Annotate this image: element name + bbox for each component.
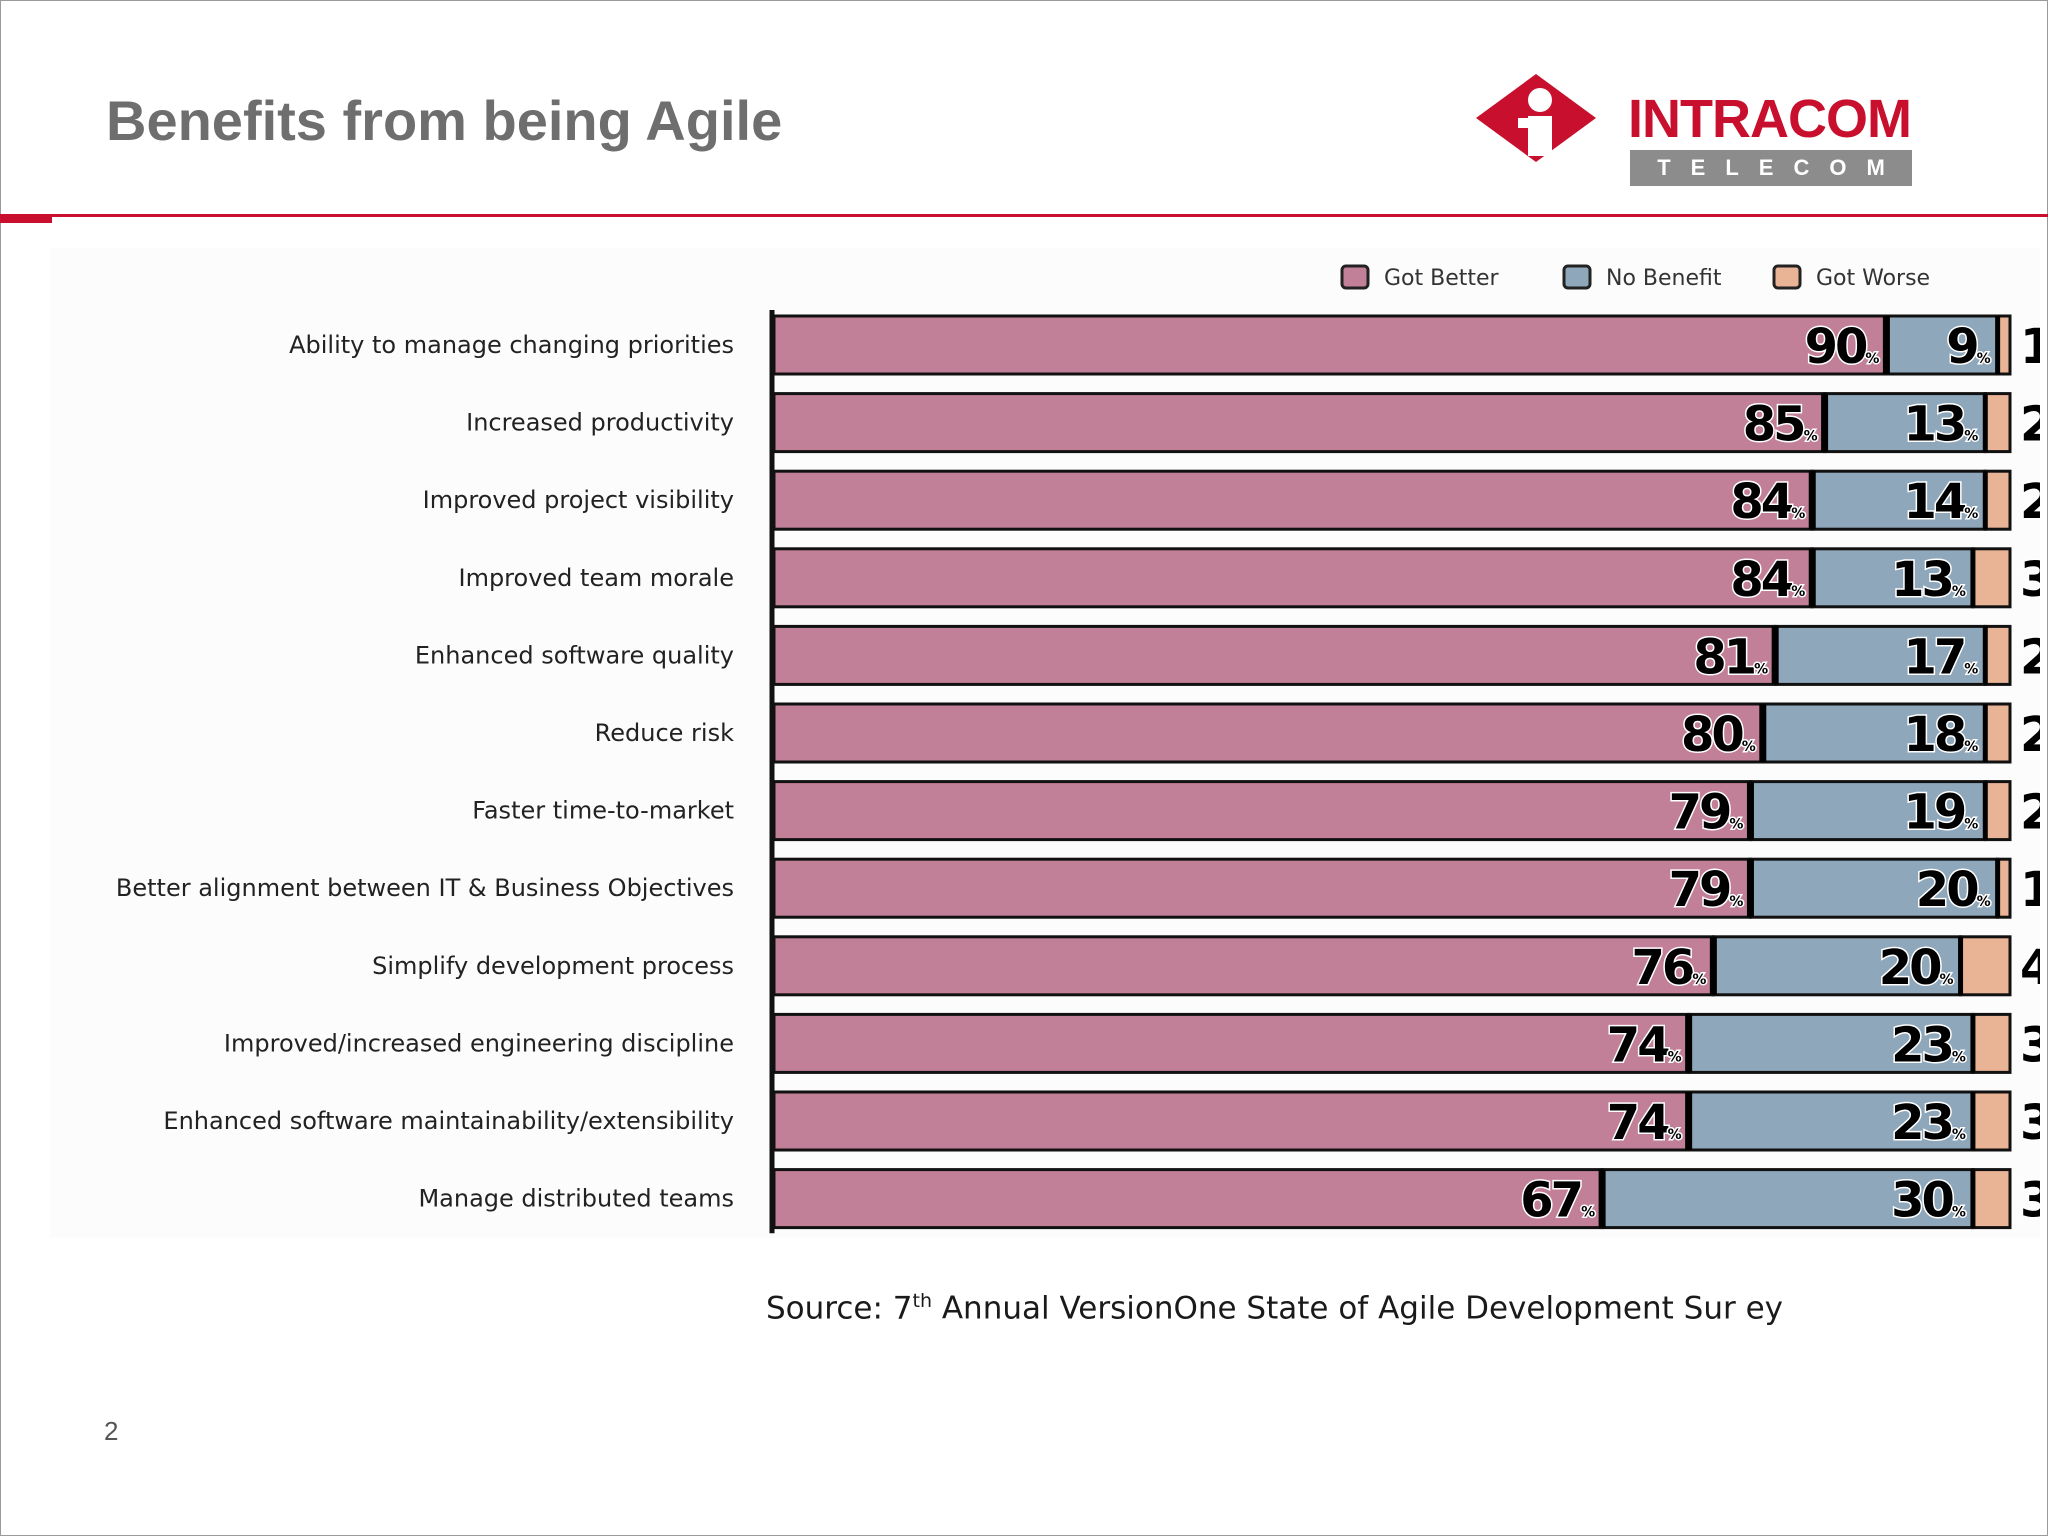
- legend-swatch-0: [1340, 264, 1370, 290]
- value-label-no-benefit: 23%: [1891, 1017, 1966, 1073]
- bar-got-better: [772, 1090, 1691, 1152]
- value-label-no-benefit: 13%: [1903, 397, 1978, 453]
- legend-label-0: Got Better: [1384, 266, 1500, 291]
- value-label-got-better: 80%: [1681, 707, 1756, 763]
- category-label: Simplify development process: [372, 952, 734, 980]
- value-label-no-benefit: 23%: [1891, 1095, 1966, 1151]
- header-divider: [0, 214, 2048, 217]
- legend-label-2: Got Worse: [1816, 266, 1930, 291]
- value-label-got-better: 74%: [1607, 1095, 1682, 1151]
- bar-got-better: [772, 624, 1777, 686]
- source-superscript: th: [912, 1290, 933, 1312]
- header-divider-accent: [0, 217, 52, 223]
- category-label: Reduce risk: [595, 719, 734, 747]
- bar-got-better: [772, 1012, 1691, 1074]
- value-label-no-benefit: 20%: [1879, 940, 1954, 996]
- bar-got-better: [772, 469, 1814, 531]
- source-note: Source: 7th Annual VersionOne State of A…: [766, 1290, 1783, 1326]
- value-label-no-benefit: 19%: [1903, 785, 1978, 841]
- company-logo: INTRACOM TELECOM: [1470, 70, 1950, 190]
- bar-got-worse: [1983, 702, 2012, 764]
- bar-got-worse: [1971, 547, 2012, 609]
- value-label-got-worse: 1%: [2020, 319, 2040, 375]
- source-rest: Annual VersionOne State of Agile Develop…: [932, 1290, 1784, 1327]
- bar-got-worse: [1971, 1090, 2012, 1152]
- bar-got-better: [772, 392, 1827, 454]
- bar-got-better: [772, 314, 1888, 376]
- value-label-got-worse: 3%: [2020, 1017, 2040, 1073]
- bar-got-better: [772, 935, 1715, 997]
- category-label: Enhanced software maintainability/extens…: [163, 1107, 734, 1135]
- chart-area: Got Better No Benefit Got Worse Ability to …: [50, 248, 2040, 1238]
- category-label: Improved/increased engineering disciplin…: [224, 1029, 734, 1057]
- intracom-logo-icon: [1476, 74, 1596, 162]
- value-label-got-worse: 2%: [2020, 629, 2040, 685]
- bar-no-benefit: [1711, 935, 1963, 997]
- value-label-got-worse: 2%: [2020, 397, 2040, 453]
- category-label: Faster time-to-market: [472, 797, 734, 825]
- logo-subtitle: TELECOM: [1630, 150, 1912, 186]
- value-label-no-benefit: 9%: [1946, 319, 1990, 375]
- logo-wordmark: INTRACOM: [1628, 89, 1912, 149]
- page-number: 2: [104, 1416, 119, 1446]
- stacked-bar-chart: Got Better No Benefit Got Worse Ability to …: [116, 264, 2040, 1234]
- value-label-got-worse: 3%: [2020, 1173, 2040, 1229]
- bar-got-better: [772, 547, 1814, 609]
- category-label: Enhanced software quality: [415, 641, 734, 669]
- bar-got-worse: [1959, 935, 2012, 997]
- category-label: Improved project visibility: [423, 486, 734, 514]
- legend-label-1: No Benefit: [1606, 266, 1722, 291]
- value-label-got-worse: 2%: [2020, 785, 2040, 841]
- bar-no-benefit: [1600, 1168, 1975, 1230]
- bar-no-benefit: [1687, 1012, 1975, 1074]
- value-label-got-worse: 2%: [2020, 707, 2040, 763]
- value-label-got-worse: 4%: [2020, 940, 2040, 996]
- value-label-got-better: 76%: [1632, 940, 1707, 996]
- category-label: Manage distributed teams: [418, 1185, 734, 1213]
- bar-got-better: [772, 1168, 1604, 1230]
- bar-got-worse: [1983, 780, 2012, 842]
- bar-got-worse: [1983, 392, 2012, 454]
- bar-no-benefit: [1823, 392, 1987, 454]
- bar-no-benefit: [1687, 1090, 1975, 1152]
- bar-no-benefit: [1748, 857, 2000, 919]
- category-label: Improved team morale: [458, 564, 734, 592]
- slide-title: Benefits from being Agile: [106, 89, 783, 152]
- value-label-got-better: 67%: [1520, 1173, 1595, 1229]
- bar-got-worse: [1983, 469, 2012, 531]
- category-label: Increased productivity: [466, 409, 734, 437]
- value-label-got-better: 79%: [1669, 862, 1744, 918]
- value-label-no-benefit: 13%: [1891, 552, 1966, 608]
- value-label-no-benefit: 20%: [1916, 862, 1991, 918]
- bar-got-worse: [1971, 1012, 2012, 1074]
- value-label-got-worse: 2%: [2020, 474, 2040, 530]
- bar-got-worse: [1983, 624, 2012, 686]
- bar-got-worse: [1971, 1168, 2012, 1230]
- bar-got-better: [772, 857, 1752, 919]
- value-label-got-better: 84%: [1730, 552, 1805, 608]
- value-label-got-better: 90%: [1805, 319, 1880, 375]
- category-label: Ability to manage changing priorities: [289, 331, 734, 359]
- bar-got-better: [772, 780, 1752, 842]
- legend-swatch-2: [1772, 264, 1802, 290]
- legend-swatch-1: [1562, 264, 1592, 290]
- value-label-no-benefit: 18%: [1903, 707, 1978, 763]
- value-label-got-worse: 1%: [2020, 862, 2040, 918]
- category-label: Better alignment between IT & Business O…: [116, 874, 734, 902]
- source-prefix: Source: 7: [766, 1290, 913, 1327]
- value-label-got-worse: 3%: [2020, 552, 2040, 608]
- bar-got-better: [772, 702, 1765, 764]
- value-label-got-better: 84%: [1730, 474, 1805, 530]
- value-label-got-worse: 3%: [2020, 1095, 2040, 1151]
